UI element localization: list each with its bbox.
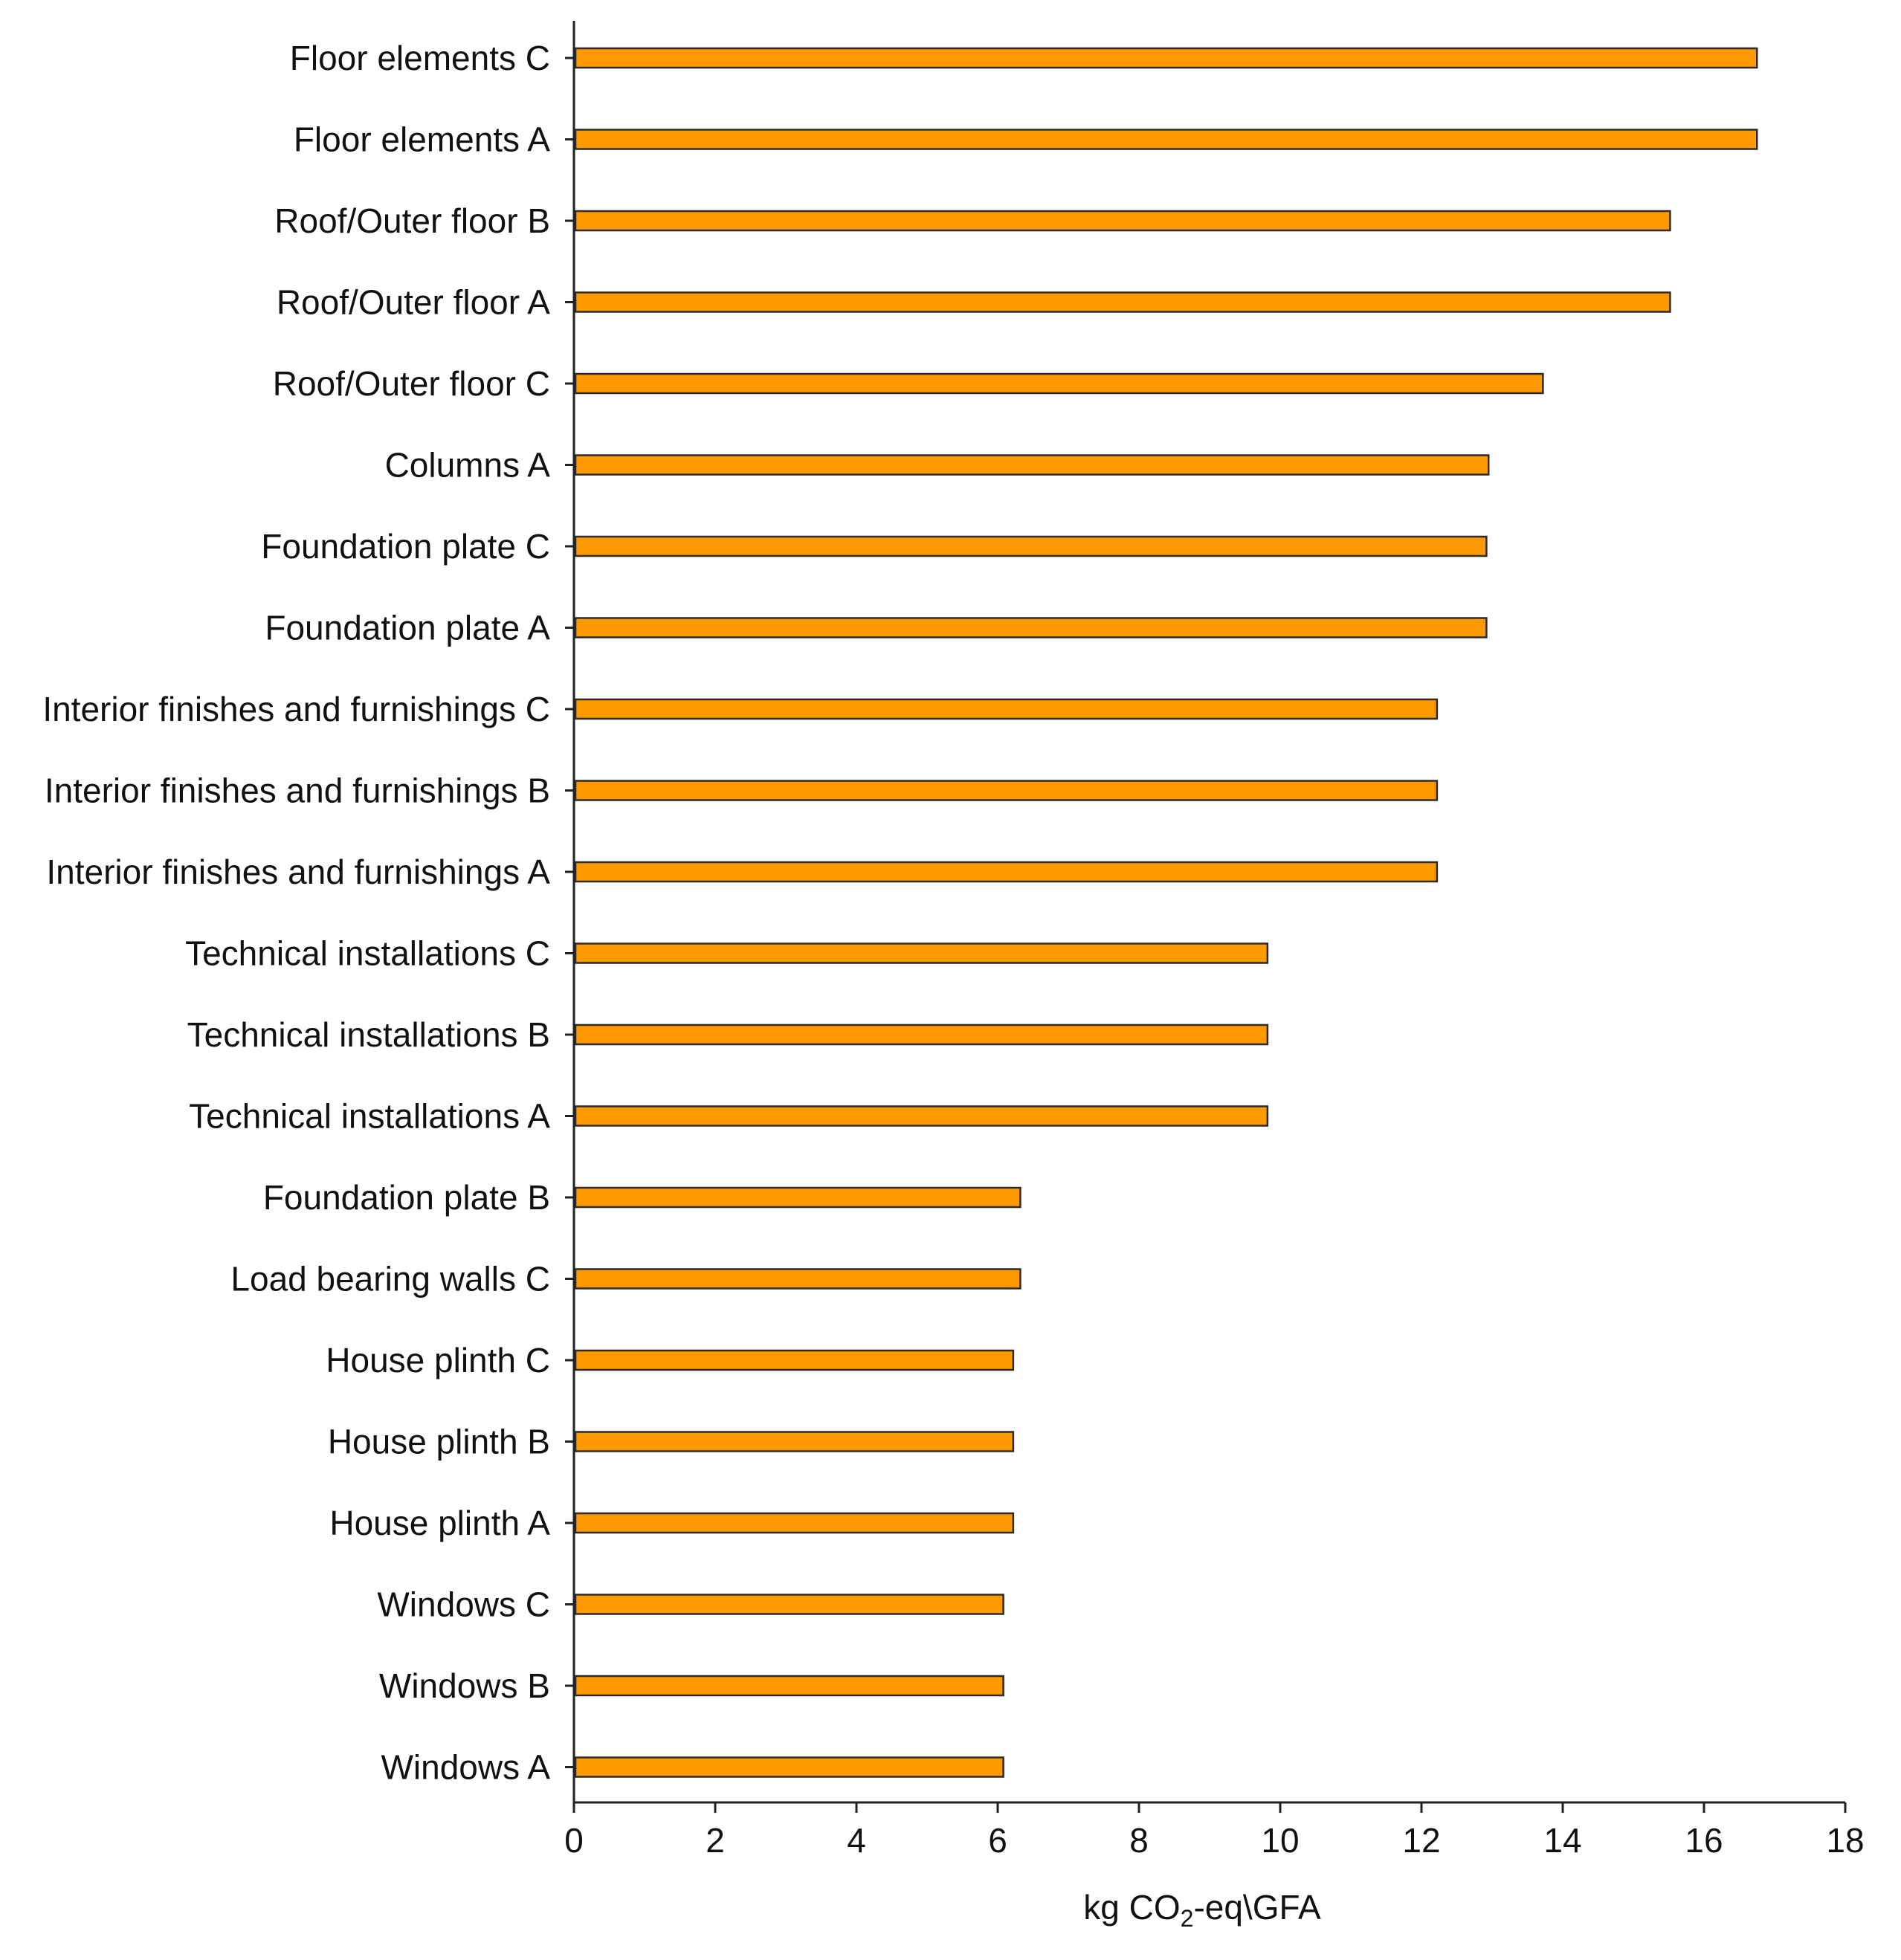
bar: [574, 1756, 1004, 1778]
category-label: Windows A: [381, 1748, 550, 1787]
x-tick-label: 8: [1129, 1821, 1149, 1860]
category-label: Technical installations A: [189, 1097, 550, 1136]
bar: [574, 129, 1758, 150]
y-ticks-group: [565, 56, 574, 1768]
category-label: Roof/Outer floor C: [273, 364, 550, 403]
bar: [574, 47, 1758, 69]
bar: [574, 210, 1671, 232]
category-label: Columns A: [385, 446, 551, 485]
category-label: Interior finishes and furnishings B: [45, 772, 550, 810]
bar: [574, 1512, 1015, 1534]
bar: [574, 1349, 1015, 1371]
bar: [574, 454, 1490, 476]
bar: [574, 1105, 1269, 1127]
x-tick-label: 4: [847, 1821, 866, 1860]
category-labels-group: Floor elements C Floor elements A Roof/Out…: [42, 39, 550, 1787]
category-label: Foundation plate C: [261, 527, 550, 566]
x-tick-label: 14: [1543, 1821, 1581, 1860]
category-label: Foundation plate A: [265, 609, 550, 647]
x-axis-title-suffix: -eq\GFA: [1193, 1888, 1321, 1927]
bar: [574, 942, 1269, 964]
bar: [574, 1186, 1021, 1209]
category-label: Roof/Outer floor A: [277, 283, 550, 322]
category-label: Interior finishes and furnishings C: [42, 690, 550, 728]
category-label: Floor elements A: [294, 120, 550, 159]
bar: [574, 535, 1488, 557]
category-label: Windows B: [379, 1666, 550, 1705]
x-axis-title-subscript: 2: [1181, 1905, 1194, 1932]
x-axis-title-prefix: kg CO: [1083, 1888, 1180, 1927]
x-ticks-group: 0 2 4 6 8 10 12 14 16 18: [564, 1802, 1865, 1860]
x-tick-label: 12: [1402, 1821, 1440, 1860]
bar: [574, 1268, 1021, 1290]
bar: [574, 861, 1439, 883]
x-tick-label: 10: [1261, 1821, 1299, 1860]
category-label: Floor elements C: [290, 39, 550, 77]
x-tick-label: 16: [1685, 1821, 1723, 1860]
x-axis-title: kg CO2-eq\GFA: [1083, 1888, 1321, 1932]
category-label: House plinth B: [328, 1423, 550, 1461]
bar: [574, 372, 1544, 395]
category-label: House plinth C: [326, 1341, 550, 1380]
category-label: Foundation plate B: [263, 1178, 550, 1217]
category-label: Interior finishes and furnishings A: [46, 853, 550, 891]
bar: [574, 291, 1671, 313]
category-label: Load bearing walls C: [230, 1260, 550, 1298]
x-tick-label: 2: [706, 1821, 725, 1860]
x-tick-label: 0: [564, 1821, 584, 1860]
category-label: Roof/Outer floor B: [274, 201, 550, 240]
bar: [574, 617, 1488, 638]
x-tick-label: 6: [988, 1821, 1007, 1860]
bar: [574, 1594, 1004, 1615]
category-label: House plinth A: [329, 1504, 550, 1542]
category-label: Windows C: [377, 1585, 550, 1624]
bar: [574, 1431, 1015, 1452]
bar: [574, 780, 1439, 801]
bars-group: [574, 47, 1758, 1778]
x-tick-label: 18: [1826, 1821, 1864, 1860]
bar: [574, 1023, 1269, 1046]
bar: [574, 1675, 1004, 1697]
bar: [574, 698, 1439, 720]
category-label: Technical installations C: [185, 934, 550, 973]
category-label: Technical installations B: [187, 1015, 550, 1054]
